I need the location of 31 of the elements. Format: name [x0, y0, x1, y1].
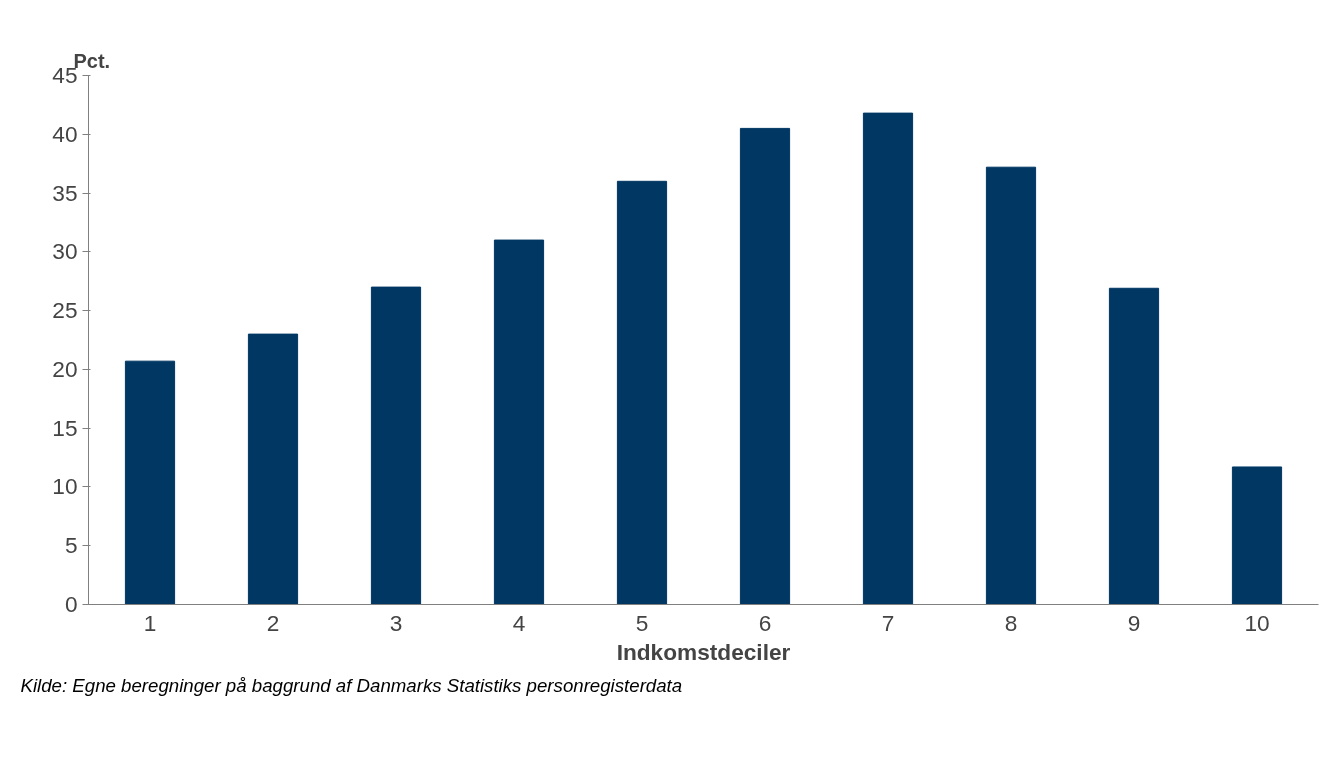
x-tick-label: 2	[266, 609, 280, 636]
y-tick-label: 5	[64, 532, 78, 559]
y-tick-label: 25	[52, 297, 78, 324]
y-tick-label: 20	[52, 355, 78, 382]
x-tick-label: 9	[1127, 609, 1141, 636]
x-tick-label: 8	[1004, 609, 1018, 636]
text: Kilde: Egne beregninger på baggrund af Danmarks Statistiks personregisterdata	[20, 674, 683, 696]
bar	[493, 239, 545, 605]
y-tick-label: 40	[52, 120, 78, 147]
bar	[616, 180, 668, 605]
bar	[1231, 466, 1283, 605]
x-tick-label: 10	[1244, 609, 1270, 636]
bar	[862, 112, 914, 605]
bar	[124, 360, 176, 605]
y-tick-label: 30	[52, 238, 78, 265]
bar	[247, 333, 299, 605]
x-tick-label: 3	[389, 609, 403, 636]
y-tick-label: 0	[64, 591, 78, 617]
x-tick-label: 4	[512, 609, 526, 636]
x-tick-label: 1	[143, 609, 157, 636]
x-tick-label: 5	[635, 609, 649, 636]
bar	[739, 127, 791, 605]
bar	[985, 166, 1037, 605]
x-tick-label: 7	[881, 609, 895, 636]
y-tick-label: 15	[52, 414, 78, 441]
x-tick-label: 6	[758, 609, 772, 636]
y-tick-label: 35	[52, 179, 78, 206]
x-axis-title: Indkomstdeciler	[616, 638, 791, 665]
bar	[1108, 287, 1160, 605]
bar	[370, 286, 422, 605]
y-tick-label: 10	[52, 473, 78, 500]
